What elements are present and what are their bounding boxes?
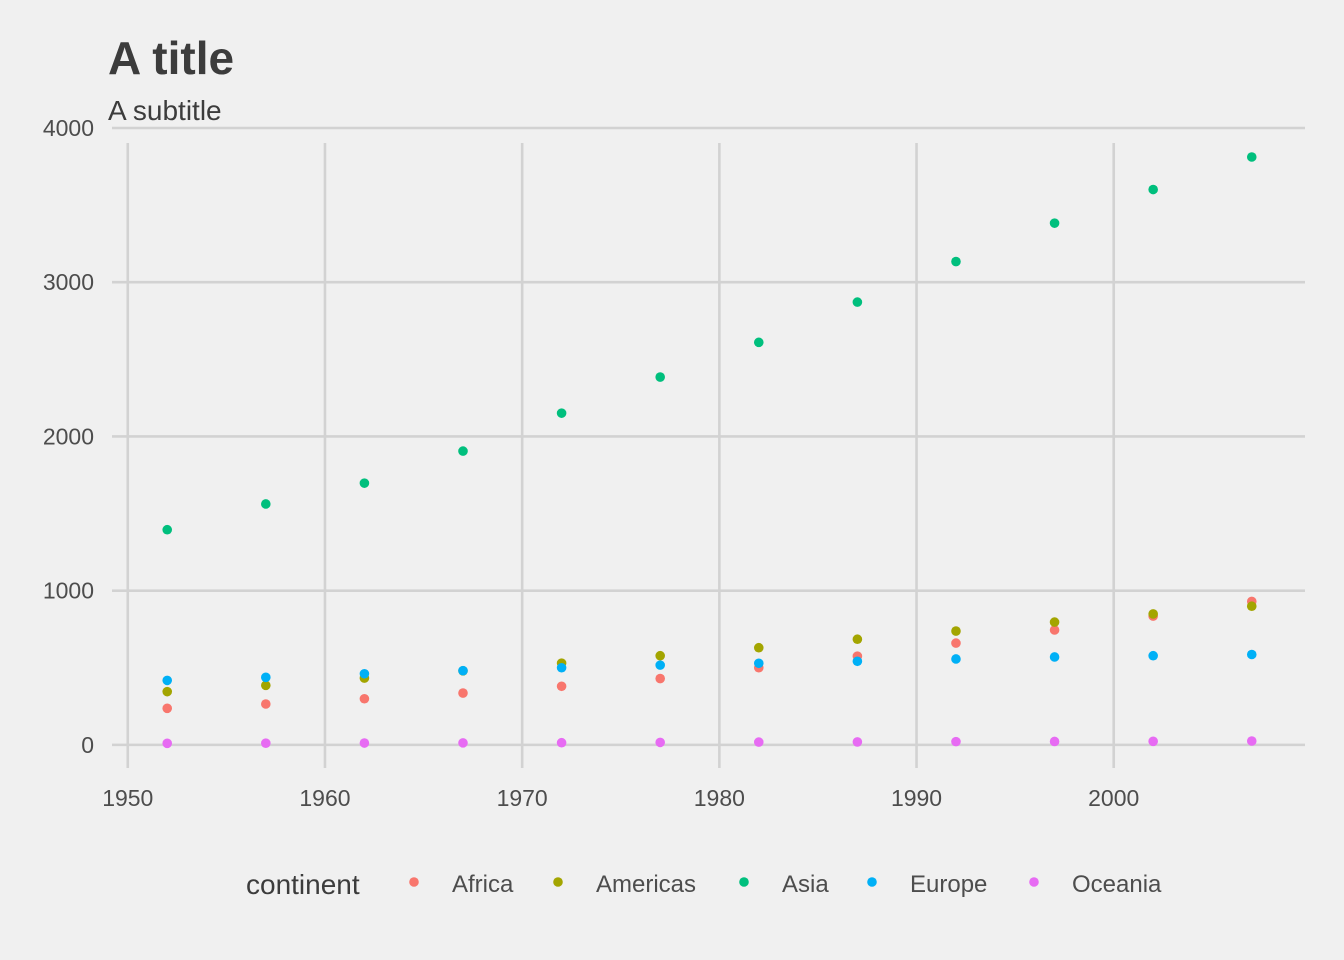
x-tick-label: 1970	[497, 785, 548, 811]
data-point	[556, 681, 567, 692]
data-point	[261, 499, 271, 509]
series-europe	[162, 649, 1257, 686]
data-point	[951, 638, 961, 648]
data-point	[852, 737, 863, 747]
y-tick-label: 2000	[43, 423, 94, 449]
data-point	[1049, 617, 1060, 627]
legend-item-africa: Africa	[409, 871, 514, 898]
data-point	[261, 699, 271, 709]
series-oceania	[162, 736, 1257, 749]
gridlines	[112, 126, 1305, 768]
data-point	[261, 672, 271, 683]
data-point	[1148, 609, 1158, 619]
x-tick-label: 1990	[891, 785, 942, 811]
legend-item-oceania: Oceania	[1029, 871, 1162, 898]
data-point	[1246, 601, 1257, 612]
data-point	[655, 737, 665, 748]
data-point	[655, 660, 665, 670]
y-tick-label: 1000	[43, 578, 94, 604]
legend-swatch	[1029, 877, 1039, 887]
x-tick-label: 2000	[1088, 785, 1139, 811]
legend-label: Americas	[596, 871, 696, 898]
data-point	[261, 738, 271, 748]
data-point	[458, 688, 468, 698]
data-point	[1246, 649, 1257, 660]
x-tick-label: 1950	[102, 785, 153, 811]
legend-swatch	[739, 877, 749, 887]
data-point	[261, 680, 271, 691]
data-point	[1148, 650, 1158, 661]
legend-item-asia: Asia	[739, 871, 829, 898]
legend-label: Europe	[910, 871, 987, 898]
data-point	[1049, 652, 1060, 662]
data-point	[655, 673, 665, 684]
axis-tick-labels: 0 1000 2000 3000 4000 1950 1960 1970 1980 1990 200…	[43, 115, 1139, 811]
chart-title: A title	[108, 32, 234, 84]
data-point	[951, 626, 961, 636]
legend-swatch	[553, 877, 563, 887]
data-point	[556, 662, 567, 673]
data-points	[162, 152, 1257, 749]
x-tick-label: 1960	[299, 785, 350, 811]
data-point	[556, 408, 567, 418]
legend-label: Asia	[782, 871, 829, 898]
y-tick-label: 3000	[43, 269, 94, 295]
data-point	[852, 656, 863, 667]
data-point	[162, 738, 173, 749]
series-asia	[162, 152, 1257, 535]
data-point	[753, 642, 764, 653]
data-point	[753, 658, 764, 669]
data-point	[458, 446, 468, 456]
data-point	[1148, 184, 1158, 195]
legend-label: Oceania	[1072, 871, 1162, 898]
data-point	[359, 738, 370, 748]
y-tick-label: 0	[81, 732, 94, 758]
data-point	[162, 675, 173, 686]
data-point	[359, 668, 370, 679]
data-point	[1148, 736, 1158, 747]
legend-item-americas: Americas	[553, 871, 696, 898]
data-point	[359, 478, 370, 488]
data-point	[556, 737, 567, 748]
data-point	[359, 693, 370, 704]
data-point	[458, 738, 468, 748]
data-point	[162, 524, 173, 535]
data-point	[951, 736, 961, 747]
data-point	[655, 650, 665, 661]
legend-swatch	[409, 877, 419, 887]
data-point	[852, 297, 863, 307]
chart-subtitle: A subtitle	[108, 95, 222, 126]
legend-item-europe: Europe	[867, 871, 987, 898]
series-africa	[162, 596, 1257, 714]
y-tick-label: 4000	[43, 115, 94, 141]
data-point	[951, 654, 961, 664]
data-point	[655, 372, 665, 382]
data-point	[458, 665, 468, 676]
legend-swatch	[867, 877, 877, 887]
legend: continent Africa Americas Asia Europe Oceani…	[246, 869, 1162, 900]
data-point	[951, 256, 961, 267]
x-tick-label: 1980	[694, 785, 745, 811]
series-americas	[162, 601, 1257, 697]
data-point	[753, 737, 764, 747]
data-point	[1049, 736, 1060, 747]
data-point	[162, 703, 173, 714]
data-point	[1246, 152, 1257, 162]
legend-title: continent	[246, 869, 360, 900]
data-point	[852, 634, 863, 645]
data-point	[162, 686, 173, 697]
data-point	[1049, 218, 1060, 228]
data-point	[753, 337, 764, 348]
legend-label: Africa	[452, 871, 514, 898]
data-point	[1049, 625, 1060, 635]
data-point	[1246, 736, 1257, 746]
